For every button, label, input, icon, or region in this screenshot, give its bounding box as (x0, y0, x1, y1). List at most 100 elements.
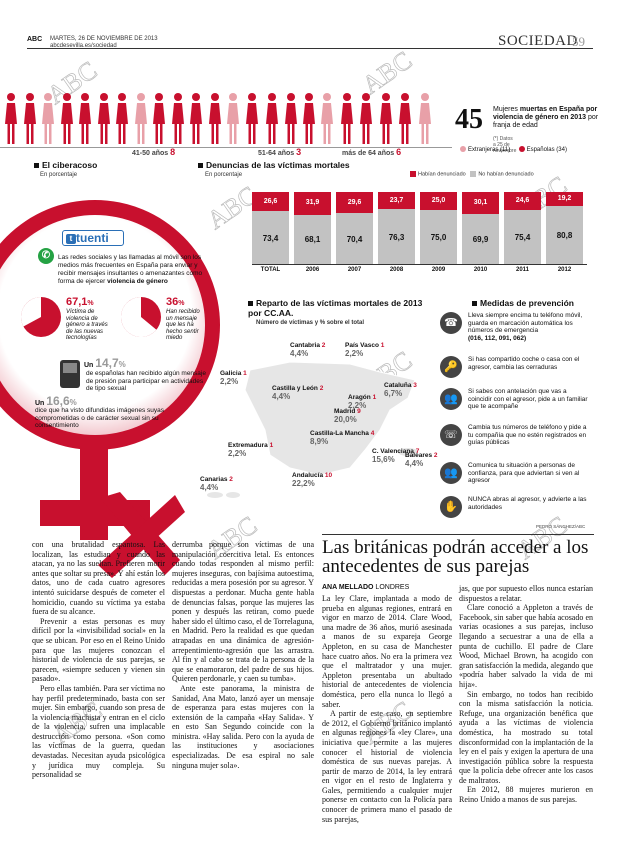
bar-not-denounced (294, 214, 331, 264)
woman-figure-icon (60, 93, 73, 144)
victims-figures: 41-50 años 8 51-64 años 3 más de 64 años 6 (0, 92, 452, 157)
bar-value: 30,1 (473, 198, 488, 206)
paragraph: Clare conoció a Appleton a través de Fac… (459, 603, 593, 689)
region-label: C. Valenciana 7 15,6% (372, 448, 420, 464)
bar-value: 19,2 (557, 194, 572, 202)
paragraph: Prevenir a estas personas es muy difícil… (32, 616, 165, 684)
tick-label: 2008 (389, 267, 404, 273)
prevention-item: ☏ Cambia tus números de teléfono y pide a… (440, 424, 590, 447)
tick-label: 2007 (347, 267, 362, 273)
region-label: Aragón 1 2,2% (348, 394, 377, 410)
paragraph: Ante este panorama, la ministra de Sanid… (172, 683, 314, 770)
legend-not-denounced: No habían denunciado (478, 171, 534, 178)
region-label: Canarias 2 4,4% (200, 476, 233, 492)
paragraph: Sin embargo, no todos han recibido con l… (459, 689, 593, 785)
bar-denounced (420, 192, 457, 210)
bar-column: 24,6 75,4 2011 (504, 192, 541, 273)
stat-14-text: de españolas han recibido algún mensaje … (86, 370, 206, 392)
bar-column: 19,2 80,8 2012 (546, 192, 583, 273)
paragraph: En 2012, 88 mujeres murieron en Reino Un… (459, 785, 593, 805)
figures-baseline (0, 147, 452, 148)
bar-denounced (378, 192, 415, 210)
paragraph: La ley Clare, implantada a modo de prueb… (322, 594, 452, 709)
bar-value: 73,4 (262, 233, 279, 243)
woman-figure-icon (399, 93, 411, 144)
whatsapp-icon: ✆ (38, 248, 54, 264)
phone-icon: ☎ (440, 312, 462, 334)
woman-figure-icon (79, 93, 91, 144)
region-label: Castilla y León 2 4,4% (272, 385, 324, 401)
canarias-map (207, 492, 240, 498)
key-icon: 🔑 (440, 356, 462, 378)
people-icon: 👥 (440, 388, 462, 410)
region-label: País Vasco 1 2,2% (345, 342, 385, 358)
woman-figure-icon (171, 93, 184, 144)
cyber-intro: Las redes sociales y las llamadas al móv… (58, 254, 203, 285)
region-label: Extremadura 1 2,2% (228, 442, 274, 458)
issue-date: MARTES, 26 DE NOVIEMBRE DE 2013 abcdesevi… (50, 36, 158, 49)
stat-16-text: dice que ha visto difundidas imágenes su… (35, 407, 164, 429)
stat-36-text: Han recibido un mensaje que les ha hecho… (166, 309, 200, 341)
age-group-label: más de 64 años 6 (342, 147, 402, 157)
paragraph: A partir de este caso, en septiembre de … (322, 709, 452, 824)
prevention-item: 🔑 Si has compartido coche o casa con el a… (440, 356, 590, 378)
region-label: Galicia 1 2,2% (220, 370, 247, 386)
tick-label: 2006 (305, 267, 320, 273)
bar-not-denounced (252, 211, 289, 264)
tick-label: TOTAL (260, 267, 281, 273)
bar-not-denounced (546, 205, 583, 264)
bar-value: 29,6 (347, 198, 362, 206)
bar-denounced (294, 192, 331, 215)
woman-figure-icon (266, 93, 278, 144)
x-axis (252, 264, 587, 265)
paragraph: derrumba porque son víctimas de una mani… (172, 540, 314, 684)
legend-foreign: Extranjeras (11) (460, 146, 510, 153)
bar-value: 80,8 (556, 230, 573, 240)
bar-denounced (336, 192, 373, 214)
region-label: Madrid 9 20,0% (334, 408, 361, 424)
article-col-2: derrumba porque son víctimas de una mani… (172, 540, 314, 770)
tuenti-logo: t tuenti (62, 230, 124, 246)
tick-label: 2010 (473, 267, 488, 273)
region-label: Andalucía 10 22,2% (292, 472, 333, 488)
denuncias-chart: 26,6 73,4 TOTAL 31,9 68,1 2006 29,6 70,4 2007 23,… (252, 184, 592, 294)
bar-not-denounced (504, 209, 541, 264)
header-rule (27, 48, 593, 49)
bar-not-denounced (378, 209, 415, 264)
woman-figure-icon (97, 93, 110, 144)
bar-value: 68,1 (304, 235, 321, 245)
article-rule (322, 534, 594, 535)
stat-16: Un 16,6% (35, 394, 77, 408)
tick-label: 2011 (515, 267, 530, 273)
woman-figure-icon (303, 93, 315, 144)
woman-figure-icon (5, 93, 17, 144)
bar-not-denounced (462, 213, 499, 264)
byline: ANA MELLADO LONDRES (322, 584, 410, 591)
paragraph: jas, que por supuesto ellos nunca estarí… (459, 584, 593, 603)
venus-symbol (0, 200, 220, 540)
phone-icon (60, 360, 80, 388)
woman-figure-icon (321, 93, 333, 144)
region-labels: Cantabria 2 4,4% País Vasco 1 2,2% Galicia 1… (200, 330, 438, 530)
region-label: Baleares 2 4,4% (405, 452, 438, 468)
bar-denounced (462, 192, 499, 214)
victims-total: 45 (455, 104, 483, 135)
cross-mark (98, 492, 185, 578)
article-col-1: con una brutalidad espantosa. Las locali… (32, 540, 165, 780)
spain-map (244, 361, 418, 476)
paragraph: Pero ellas también. Para ser víctima no … (32, 683, 165, 780)
article-col-3: La ley Clare, implantada a modo de prueb… (322, 594, 452, 824)
reparto-title: Reparto de las víctimas mortales de 2013… (248, 298, 438, 318)
bar-value: 25,0 (431, 197, 446, 204)
bar-value: 26,6 (263, 197, 278, 205)
victims-headline: Mujeres muertas en España por violencia … (493, 106, 599, 129)
cyber-subtitle: En porcentaje (40, 172, 78, 178)
bar-value: 23,7 (389, 196, 404, 204)
bar-column: 25,0 75,0 2009 (420, 192, 457, 273)
reparto-subtitle: Número de víctimas y % sobre el total (256, 320, 365, 326)
stat-67-text: Víctima de violencia de género a través … (66, 309, 108, 341)
woman-figure-icon (284, 93, 297, 144)
phonebook-icon: ☏ (440, 424, 462, 446)
victims-legend: Extranjeras (11) Españolas (34) (460, 146, 567, 153)
bar-value: 75,4 (514, 232, 531, 242)
